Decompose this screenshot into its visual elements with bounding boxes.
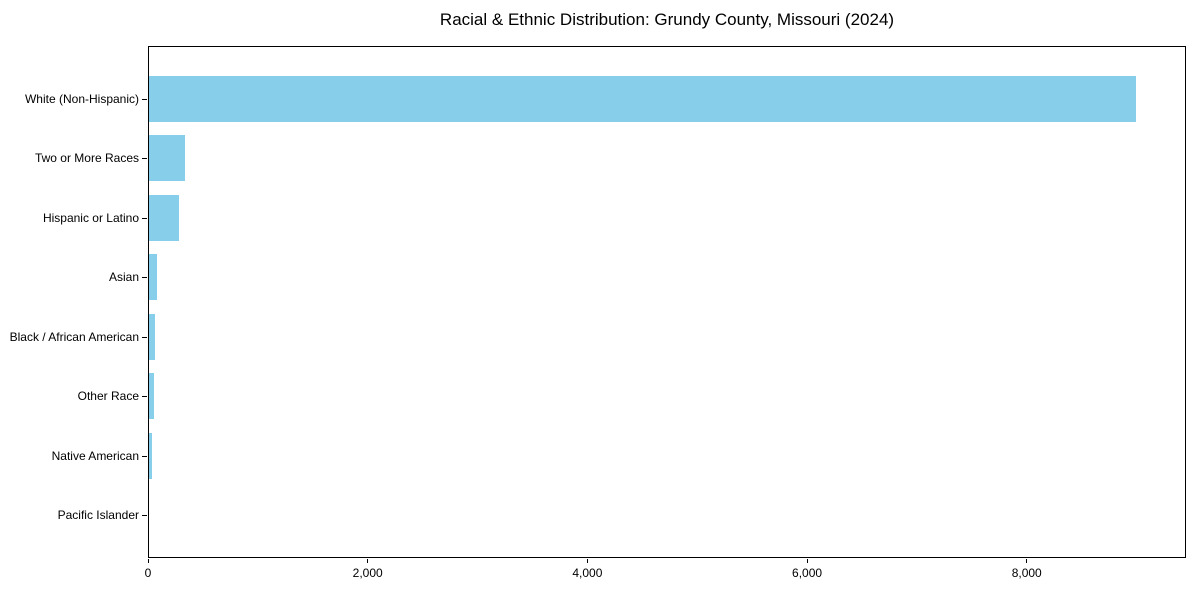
bar-black-african-american	[149, 313, 156, 360]
y-tick-label: Native American	[51, 448, 139, 463]
x-tick-mark	[806, 559, 808, 563]
chart-row-other-race: Other Race	[78, 367, 1185, 427]
y-tick-mark	[142, 217, 147, 219]
chart-row-two-or-more-races: Two or More Races	[35, 129, 1185, 189]
y-tick-label: Pacific Islander	[57, 508, 139, 523]
y-tick-label: White (Non-Hispanic)	[24, 91, 139, 106]
chart-row-hispanic-or-latino: Hispanic or Latino	[43, 188, 1185, 248]
y-tick-mark	[142, 158, 147, 160]
bar-native-american	[149, 432, 153, 479]
y-tick-label: Two or More Races	[34, 151, 139, 166]
y-tick-mark	[142, 336, 147, 338]
x-tick-label: 0	[144, 566, 152, 580]
plot-area: White (Non-Hispanic) Two or More Races His…	[10, 46, 1186, 580]
x-tick-mark	[367, 559, 369, 563]
y-tick-mark	[142, 515, 147, 517]
x-tick-label: 6,000	[792, 566, 823, 580]
x-tick-mark	[147, 559, 149, 563]
bars-container: White (Non-Hispanic) Two or More Races His…	[10, 47, 1185, 557]
chart-row-native-american: Native American	[52, 426, 1185, 486]
chart-row-black-african-american: Black / African American	[10, 307, 1185, 367]
bar-two-or-more-races	[149, 135, 185, 182]
bar-hispanic-or-latino	[149, 194, 180, 241]
x-tick-mark	[1026, 559, 1028, 563]
x-tick-label: 8,000	[1011, 566, 1042, 580]
y-tick-label: Hispanic or Latino	[42, 210, 139, 225]
x-tick-label: 4,000	[572, 566, 603, 580]
y-tick-label: Asian	[108, 270, 139, 285]
bar-asian	[149, 254, 158, 301]
x-tick-mark	[586, 559, 588, 563]
y-tick-label: Black / African American	[9, 329, 139, 344]
chart-row-pacific-islander: Pacific Islander	[58, 486, 1185, 546]
x-tick-label: 2,000	[352, 566, 383, 580]
chart-title: Racial & Ethnic Distribution: Grundy Cou…	[439, 10, 895, 29]
y-tick-label: Other Race	[77, 389, 139, 404]
y-tick-mark	[142, 455, 147, 457]
y-tick-mark	[142, 396, 147, 398]
chart-row-asian: Asian	[109, 248, 1185, 308]
y-tick-mark	[142, 98, 147, 100]
bar-white-non-hispanic	[149, 75, 1136, 122]
chart-row-white-non-hispanic: White (Non-Hispanic)	[25, 69, 1185, 129]
bar-other-race	[149, 373, 155, 420]
y-tick-mark	[142, 277, 147, 279]
